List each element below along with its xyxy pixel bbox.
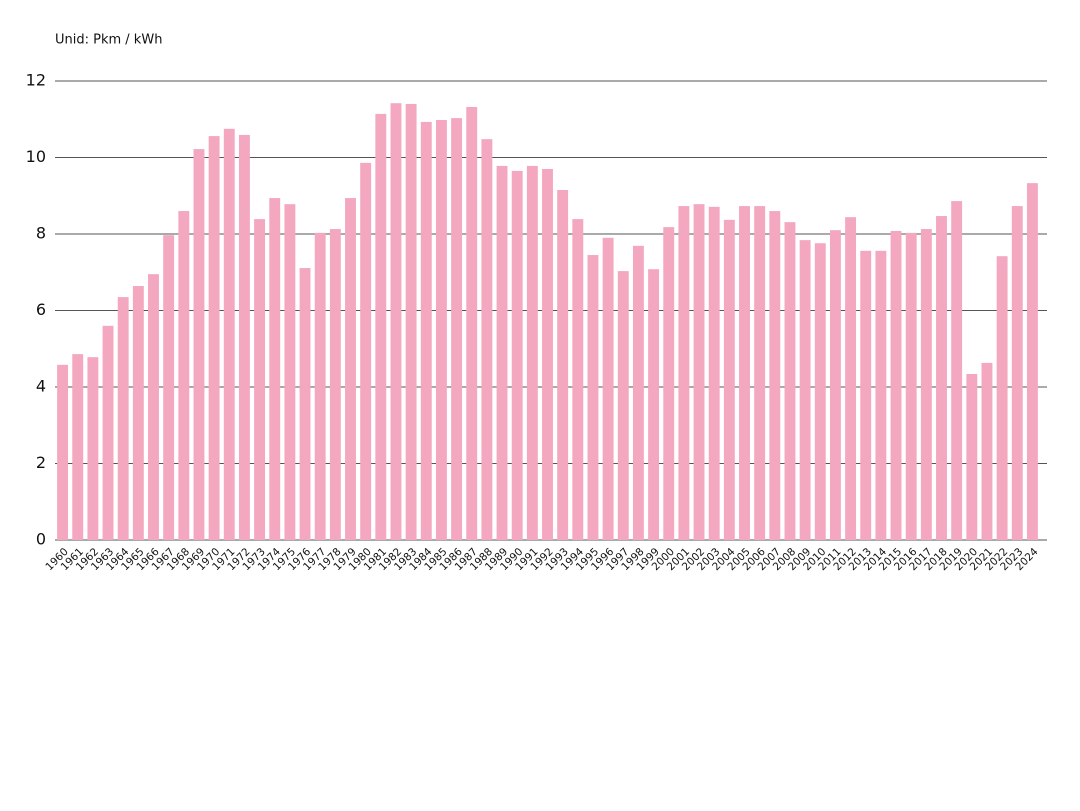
bar	[617, 271, 629, 540]
bar	[663, 227, 675, 541]
bar	[526, 165, 538, 541]
bar	[905, 232, 917, 541]
bar	[511, 170, 523, 540]
bar	[269, 198, 281, 541]
bar	[284, 204, 296, 541]
bar	[784, 222, 796, 540]
bar	[390, 103, 402, 540]
y-tick-label: 2	[36, 453, 46, 472]
bar	[345, 198, 356, 541]
bar	[451, 118, 463, 540]
bar	[299, 268, 311, 540]
y-tick-label: 6	[36, 300, 46, 319]
bar	[193, 149, 205, 540]
bar	[208, 136, 220, 540]
bar	[966, 373, 978, 540]
bar	[829, 230, 841, 541]
bar	[1026, 183, 1038, 540]
bar	[481, 139, 493, 540]
y-tick-label: 0	[36, 530, 46, 549]
bar	[739, 206, 750, 540]
bar	[875, 250, 887, 540]
bar	[178, 211, 190, 541]
bar	[375, 113, 387, 541]
bar	[920, 229, 932, 540]
bar	[769, 211, 781, 541]
bar	[496, 165, 508, 541]
bar	[678, 206, 690, 540]
bar	[223, 128, 235, 540]
bar	[799, 240, 811, 540]
bar	[466, 107, 478, 540]
bar	[329, 229, 341, 540]
bar	[708, 206, 720, 540]
bar	[1011, 206, 1023, 540]
bar	[602, 237, 614, 540]
y-tick-label: 12	[26, 71, 46, 90]
bar	[254, 219, 266, 540]
bar	[360, 162, 372, 541]
bar	[314, 232, 326, 541]
bar	[996, 256, 1008, 540]
bar	[587, 255, 599, 540]
bar	[936, 216, 947, 540]
bar	[420, 121, 432, 541]
bar	[435, 120, 447, 540]
bar	[542, 168, 553, 540]
unit-label: Unid: Pkm / kWh	[55, 33, 162, 48]
bar	[890, 230, 902, 540]
bar	[693, 204, 705, 541]
bar	[87, 357, 99, 540]
bar	[557, 190, 569, 540]
bar	[845, 217, 857, 541]
bar	[57, 364, 69, 540]
bar	[132, 286, 144, 540]
bar	[648, 269, 660, 540]
bar	[72, 354, 84, 540]
bar	[238, 134, 250, 540]
bar	[860, 250, 872, 540]
bar	[981, 362, 993, 540]
bar	[102, 325, 114, 540]
bar	[405, 103, 417, 540]
bar	[951, 201, 963, 541]
bar	[723, 219, 735, 540]
bar	[632, 245, 644, 541]
bar	[814, 243, 826, 540]
bar	[754, 206, 766, 540]
y-tick-label: 8	[36, 224, 46, 243]
bar	[117, 297, 129, 540]
y-tick-label: 4	[36, 377, 46, 396]
bar	[572, 219, 584, 540]
y-tick-label: 10	[26, 147, 46, 166]
bar	[163, 235, 175, 540]
bar	[148, 274, 159, 540]
